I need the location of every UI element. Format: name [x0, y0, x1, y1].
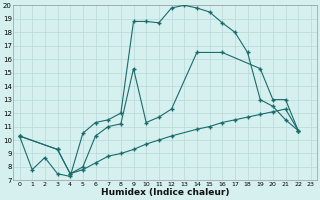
X-axis label: Humidex (Indice chaleur): Humidex (Indice chaleur) [101, 188, 229, 197]
